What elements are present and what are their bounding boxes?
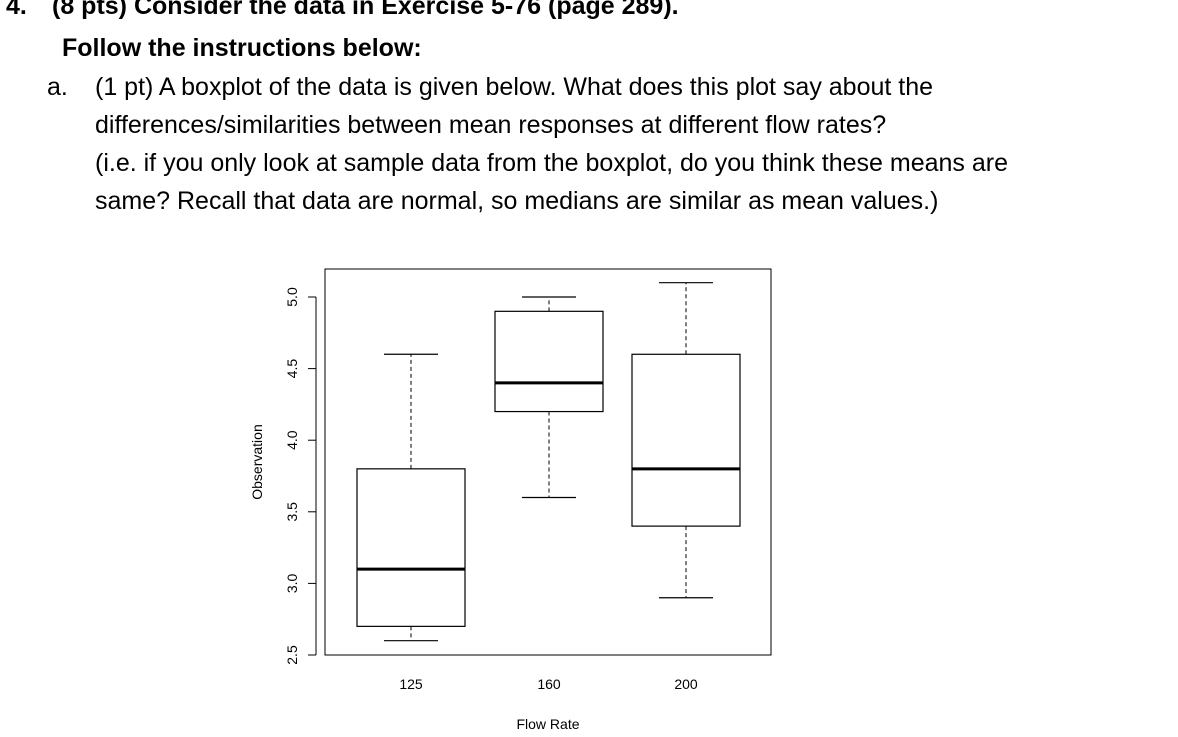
part-a-body: (1 pt) A boxplot of the data is given be… [95,68,1175,220]
box-iqr [631,353,741,527]
question-header-text: (8 pts) Consider the data in Exercise 5-… [52,0,679,20]
x-tick-label: 125 [399,676,423,692]
question-number: 4. [6,0,27,20]
plot-frame [324,268,772,656]
x-axis-label: Flow Rate [516,716,579,732]
part-a-letter: a. [47,73,68,101]
y-axis-label: Observation [249,424,265,499]
y-tick-label: 5.0 [284,287,300,307]
part-a-line: (i.e. if you only look at sample data fr… [95,149,1009,177]
box-iqr [356,468,466,627]
part-a-line: (1 pt) A boxplot of the data is given be… [95,73,934,101]
part-a-line: same? Recall that data are normal, so me… [95,187,939,215]
y-tick-label: 2.5 [284,645,300,665]
y-tick-label: 4.5 [284,359,300,379]
x-tick-label: 160 [537,676,561,692]
y-tick-label: 3.5 [284,502,300,522]
y-tick-label: 4.0 [284,430,300,450]
question-header: 4. (8 pts) Consider the data in Exercise … [6,0,679,24]
question-follow-instructions: Follow the instructions below: [62,34,422,62]
box-iqr [494,310,604,413]
x-tick-label: 200 [674,676,698,692]
part-a-line: differences/similarities between mean re… [95,111,887,139]
y-tick-label: 3.0 [284,573,300,593]
